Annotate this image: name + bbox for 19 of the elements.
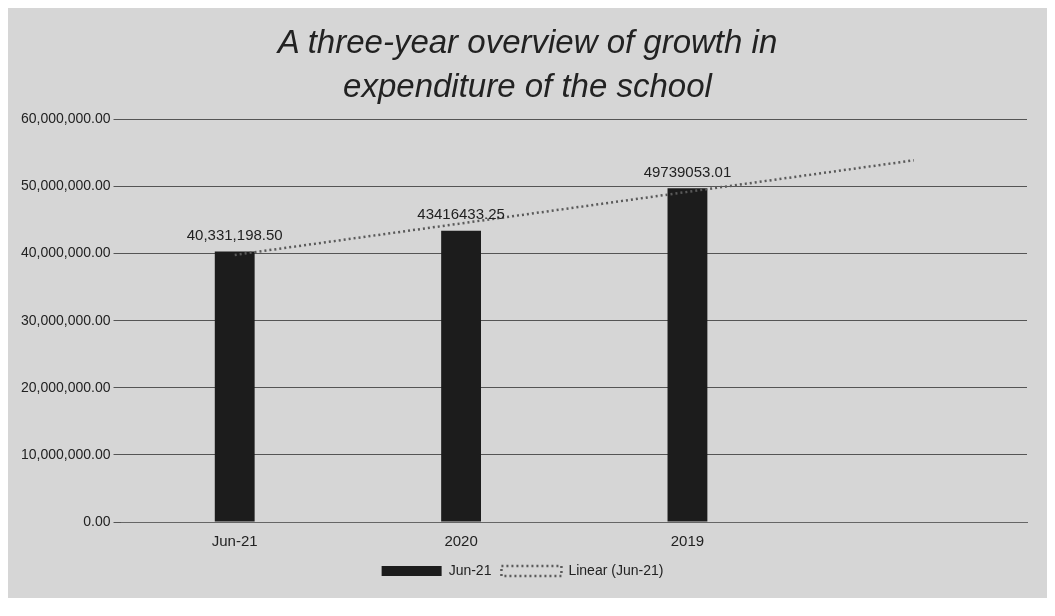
y-tick-label: 60,000,000.00 [21,110,111,127]
legend-label: Jun-21 [448,561,492,578]
bar [667,188,708,522]
y-tick-label: 40,000,000.00 [21,244,111,261]
y-tick-label: 0.00 [83,512,111,529]
x-tick-label: 2019 [670,532,705,550]
bar [441,230,481,522]
data-label: 43416433.25 [417,205,505,223]
y-tick-label: 20,000,000.00 [21,378,111,395]
y-tick-label: 30,000,000.00 [21,311,111,328]
bar [214,251,255,522]
y-tick-label: 10,000,000.00 [21,445,111,462]
data-label: 49739053.01 [643,162,732,180]
data-label: 40,331,198.50 [186,226,283,244]
x-tick-label: Jun-21 [211,532,258,550]
y-tick-label: 50,000,000.00 [21,177,111,194]
x-tick-label: 2020 [444,532,478,550]
chart-title: A three-year overview of growth in expenditure of the school [275,22,779,106]
legend-label: Linear (Jun-21) [568,561,664,578]
